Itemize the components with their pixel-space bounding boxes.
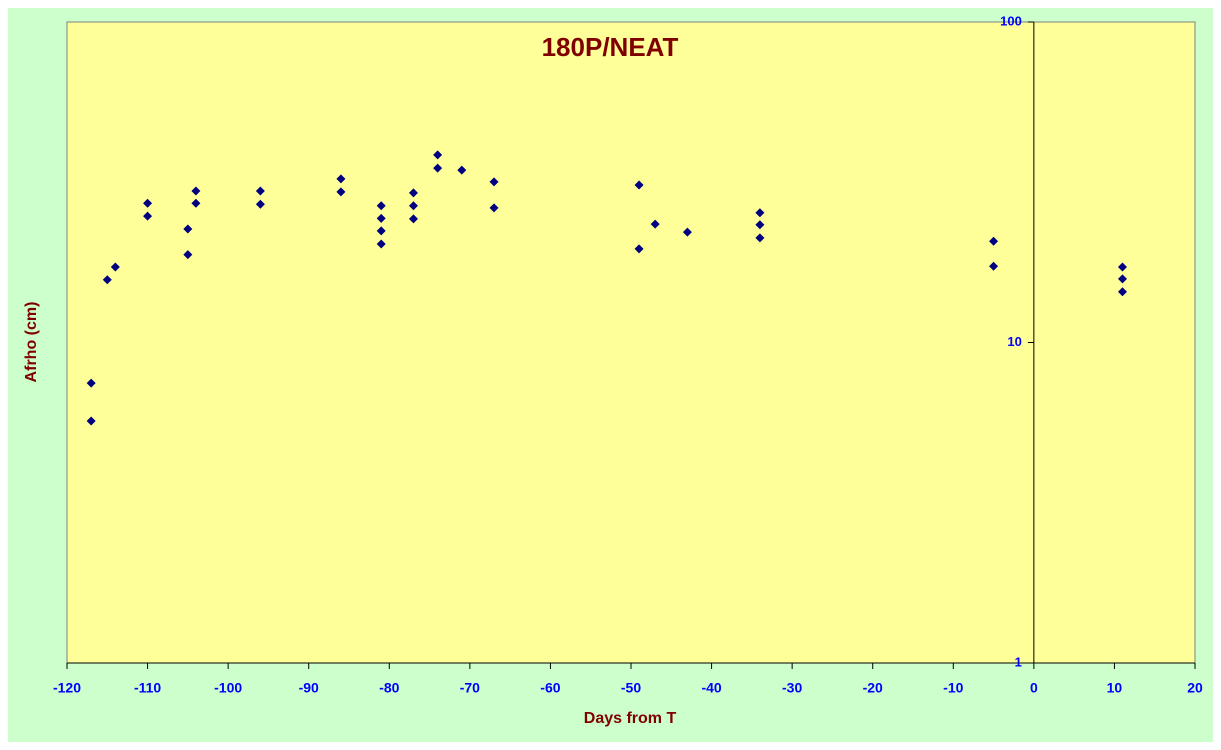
point bbox=[255, 186, 265, 196]
x-axis-label: Days from T bbox=[584, 710, 677, 727]
point bbox=[376, 201, 386, 211]
x-tick-label: 0 bbox=[1030, 680, 1038, 696]
point bbox=[433, 163, 443, 173]
y-tick-label: 1 bbox=[1015, 654, 1022, 669]
point bbox=[989, 261, 999, 271]
point bbox=[376, 226, 386, 236]
point bbox=[143, 198, 153, 208]
point bbox=[408, 214, 418, 224]
x-tick-label: -100 bbox=[214, 680, 242, 696]
y-tick-label: 100 bbox=[1000, 13, 1022, 28]
point bbox=[183, 250, 193, 260]
point bbox=[336, 187, 346, 197]
x-tick-label: -50 bbox=[621, 680, 641, 696]
x-tick-label: 10 bbox=[1107, 680, 1123, 696]
plot-area bbox=[66, 21, 1196, 664]
point bbox=[650, 219, 660, 229]
point bbox=[86, 378, 96, 388]
x-tick-label: -30 bbox=[782, 680, 802, 696]
point bbox=[376, 213, 386, 223]
point bbox=[1117, 262, 1127, 272]
point bbox=[755, 208, 765, 218]
chart-title: 180P/NEAT bbox=[542, 32, 679, 62]
point bbox=[408, 201, 418, 211]
x-tick-label: -10 bbox=[943, 680, 963, 696]
point bbox=[191, 198, 201, 208]
point bbox=[634, 180, 644, 190]
x-tick-label: -70 bbox=[460, 680, 480, 696]
x-tick-label: -120 bbox=[53, 680, 81, 696]
x-tick-label: -60 bbox=[540, 680, 560, 696]
point bbox=[336, 174, 346, 184]
point bbox=[989, 236, 999, 246]
point bbox=[755, 233, 765, 243]
point bbox=[376, 239, 386, 249]
point bbox=[255, 199, 265, 209]
point bbox=[489, 203, 499, 213]
point bbox=[634, 244, 644, 254]
point bbox=[86, 416, 96, 426]
point bbox=[110, 262, 120, 272]
x-tick-label: -20 bbox=[863, 680, 883, 696]
x-tick-label: -80 bbox=[379, 680, 399, 696]
point bbox=[1117, 274, 1127, 284]
point bbox=[682, 227, 692, 237]
point bbox=[1117, 287, 1127, 297]
point bbox=[408, 188, 418, 198]
x-tick-label: -110 bbox=[134, 680, 161, 696]
x-tick-label: -40 bbox=[701, 680, 721, 696]
point bbox=[755, 220, 765, 230]
y-tick-label: 10 bbox=[1007, 334, 1021, 349]
point bbox=[183, 224, 193, 234]
point bbox=[143, 211, 153, 221]
y-axis-label: Afrho (cm) bbox=[23, 302, 40, 383]
point bbox=[433, 150, 443, 160]
point bbox=[102, 275, 112, 285]
point bbox=[489, 177, 499, 187]
point bbox=[191, 186, 201, 196]
x-tick-label: -90 bbox=[299, 680, 319, 696]
x-tick-label: 20 bbox=[1187, 680, 1203, 696]
point bbox=[457, 165, 467, 175]
